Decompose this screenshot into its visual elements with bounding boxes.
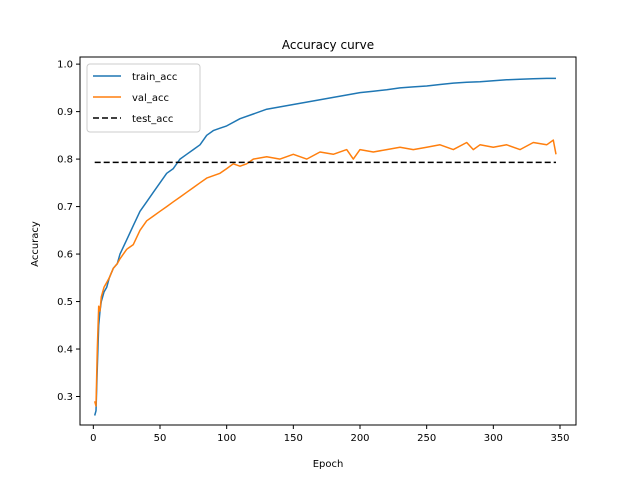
x-tick-label: 250 [417, 433, 436, 444]
y-tick-label: 0.9 [57, 107, 73, 118]
y-tick-label: 0.8 [57, 155, 73, 166]
x-tick-label: 0 [90, 433, 96, 444]
chart-title: Accuracy curve [282, 38, 374, 52]
x-tick-label: 50 [154, 433, 167, 444]
x-tick-label: 300 [484, 433, 503, 444]
y-tick-label: 0.4 [57, 345, 73, 356]
y-tick-label: 1.0 [57, 60, 73, 71]
series-line-val_acc [93, 139, 557, 407]
x-tick-label: 200 [350, 433, 369, 444]
plot-area [93, 77, 557, 416]
y-tick-label: 0.3 [57, 392, 73, 403]
x-tick-label: 150 [284, 433, 303, 444]
legend-label-val_acc: val_acc [132, 93, 169, 104]
y-axis-label: Accuracy [30, 221, 41, 267]
y-tick-label: 0.5 [57, 297, 73, 308]
legend-label-test_acc: test_acc [132, 114, 173, 125]
legend: train_acc val_acc test_acc [86, 63, 201, 133]
axis-ticks: 0 50 100 150 200 250 300 350 0.3 0.4 0.5 0.6 0.7 0.8 0… [57, 60, 569, 444]
y-tick-label: 0.7 [57, 202, 73, 213]
x-tick-label: 350 [550, 433, 569, 444]
legend-box [86, 63, 201, 133]
plot-frame [79, 56, 577, 426]
x-axis-label: Epoch [313, 459, 344, 470]
x-tick-label: 100 [217, 433, 236, 444]
y-tick-label: 0.6 [57, 250, 73, 261]
legend-label-train_acc: train_acc [132, 72, 177, 83]
